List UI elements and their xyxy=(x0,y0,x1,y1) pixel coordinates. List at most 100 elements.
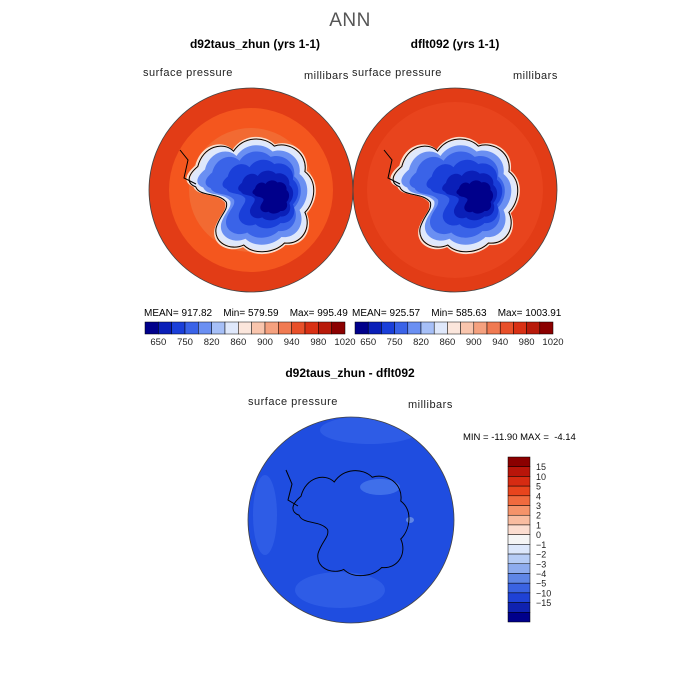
colorbar-tick-label: 1 xyxy=(536,520,541,530)
colorbar-swatch xyxy=(507,466,531,477)
colorbar-tick-label: −10 xyxy=(536,588,551,598)
diff-panel-units: millibars xyxy=(408,399,453,411)
colorbar-swatch xyxy=(367,321,382,335)
panel-2-units: millibars xyxy=(513,70,558,82)
peninsula-coast xyxy=(383,149,401,185)
colorbar-swatch xyxy=(473,321,488,335)
colorbar-swatch xyxy=(507,524,531,535)
colorbar-panel-2: 650 750 820 860 900 940 980 1020 xyxy=(354,321,564,348)
colorbar-swatch xyxy=(526,321,541,335)
colorbar-swatch xyxy=(539,321,554,335)
colorbar-panel-1: 650 750 820 860 900 940 980 1020 xyxy=(144,321,356,348)
colorbar-tick-label: 3 xyxy=(536,501,541,511)
colorbar-tick-label: 650 xyxy=(360,337,376,348)
diff-patch xyxy=(295,572,385,608)
colorbar-swatch xyxy=(238,321,252,335)
colorbar-swatch xyxy=(407,321,422,335)
panel-1-units: millibars xyxy=(304,70,349,82)
colorbar-tick-label: 900 xyxy=(257,337,273,348)
map-2-border xyxy=(352,87,558,293)
colorbar-tick-label: 650 xyxy=(150,337,166,348)
colorbar-swatch xyxy=(278,321,292,335)
colorbar-swatch xyxy=(507,563,531,574)
colorbar-swatch xyxy=(507,544,531,555)
colorbar-swatch xyxy=(507,602,531,613)
min-label: Min= xyxy=(223,308,246,319)
min-value: 579.59 xyxy=(247,308,279,319)
colorbar-tick-label: 980 xyxy=(310,337,326,348)
panel-2-variable: surface pressure xyxy=(352,67,442,79)
max-label: Max= xyxy=(497,308,523,319)
panel-2-stats: MEAN= 925.57 Min= 585.63 Max= 1003.91 xyxy=(352,308,561,319)
colorbar-swatch xyxy=(420,321,435,335)
colorbar-tick-label: 820 xyxy=(204,337,220,348)
colorbar-tick-label: 900 xyxy=(466,337,482,348)
colorbar-swatch xyxy=(447,321,461,335)
colorbar-tick-label: 860 xyxy=(230,337,246,348)
colorbar-tick-label: −5 xyxy=(536,579,546,589)
colorbar-swatch xyxy=(381,321,395,335)
colorbar-swatch xyxy=(507,534,531,545)
colorbar-swatch xyxy=(513,321,527,335)
peninsula-coast xyxy=(179,149,197,185)
colorbar-swatch xyxy=(251,321,266,335)
diff-min-max: MIN = -11.90 MAX = -4.14 xyxy=(463,432,576,443)
colorbar-tick-label: −2 xyxy=(536,550,546,560)
colorbar-tick-label: 2 xyxy=(536,511,541,521)
colorbar-swatch xyxy=(507,573,531,584)
colorbar-tick-label: 10 xyxy=(536,472,546,482)
colorbar-tick-label: 0 xyxy=(536,530,541,540)
colorbar-tick-label: −4 xyxy=(536,569,546,579)
diff-min-label: MIN = xyxy=(463,432,489,443)
colorbar-tick-label: 750 xyxy=(177,337,193,348)
panel-2-title: dflt092 (yrs 1-1) xyxy=(410,37,500,51)
colorbar-swatch xyxy=(486,321,501,335)
colorbar-tick-label: 5 xyxy=(536,482,541,492)
colorbar-tick-label: 860 xyxy=(439,337,455,348)
colorbar-swatch xyxy=(507,592,531,603)
colorbar-swatch xyxy=(171,321,186,335)
colorbar-tick-label: 820 xyxy=(413,337,429,348)
colorbar-swatch xyxy=(224,321,239,335)
colorbar-swatch xyxy=(291,321,306,335)
main-title: ANN xyxy=(329,10,371,31)
diff-panel-variable: surface pressure xyxy=(248,396,338,408)
colorbar-tick-label: 940 xyxy=(492,337,508,348)
diff-min-value: -11.90 xyxy=(491,432,518,443)
colorbar-swatch xyxy=(507,582,531,594)
colorbar-swatch xyxy=(184,321,199,335)
colorbar-swatch xyxy=(318,321,332,335)
colorbar-swatch xyxy=(499,321,514,335)
mean-label: MEAN= xyxy=(144,308,179,319)
max-label: Max= xyxy=(289,308,315,319)
colorbar-swatch xyxy=(507,476,531,487)
colorbar-tick-label: −1 xyxy=(536,540,546,550)
colorbar-swatch xyxy=(394,321,409,335)
colorbar-swatch xyxy=(331,321,346,335)
colorbar-swatch xyxy=(264,321,279,335)
colorbar-tick-label: −15 xyxy=(536,598,551,608)
colorbar-tick-label: 980 xyxy=(519,337,535,348)
max-value: 995.49 xyxy=(317,308,348,319)
panel-1-title: d92taus_zhun (yrs 1-1) xyxy=(189,37,321,51)
colorbar-swatch xyxy=(507,612,531,623)
colorbar-tick-label: 15 xyxy=(536,462,546,472)
colorbar-swatch xyxy=(507,505,531,516)
diff-max-label: MAX = xyxy=(520,432,549,443)
mean-value: 925.57 xyxy=(389,308,421,319)
min-value: 585.63 xyxy=(455,308,487,319)
colorbar-tick-label: 4 xyxy=(536,491,541,501)
mean-label: MEAN= xyxy=(352,308,387,319)
colorbar-tick-label: 750 xyxy=(387,337,403,348)
max-value: 1003.91 xyxy=(525,308,562,319)
diff-peninsula-coast xyxy=(285,469,299,507)
diff-patch xyxy=(360,479,400,495)
colorbar-swatch xyxy=(507,514,531,526)
panel-1-variable: surface pressure xyxy=(143,67,233,79)
colorbar-tick-label: 1020 xyxy=(334,337,355,348)
colorbar-swatch xyxy=(158,321,172,335)
colorbar-swatch xyxy=(354,321,369,335)
colorbar-swatch xyxy=(460,321,475,335)
